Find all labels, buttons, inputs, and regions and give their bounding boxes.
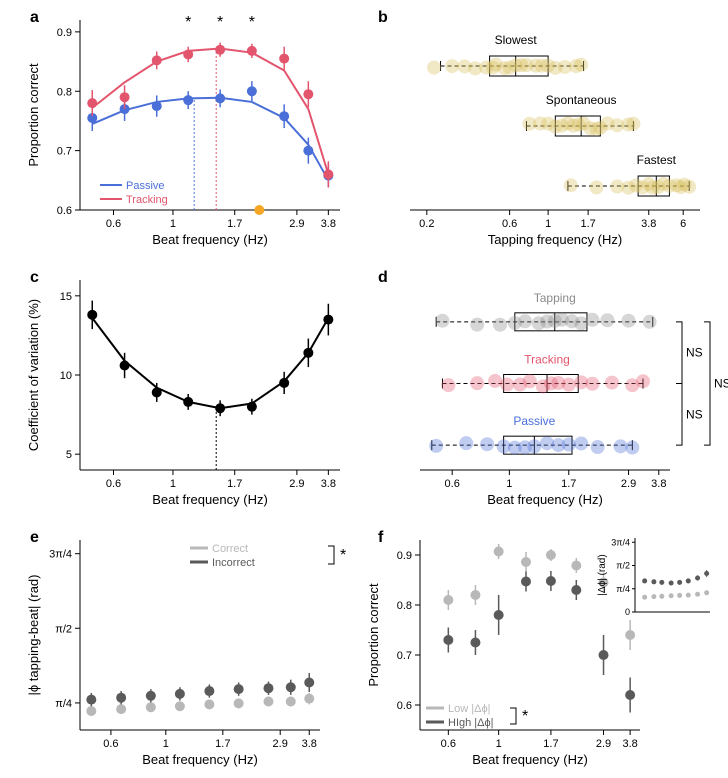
- svg-text:3.8: 3.8: [321, 218, 336, 230]
- panel-d: d 0.6 1 1.7 2.9 3.8 Beat frequency (Hz) Tapping…: [378, 269, 728, 507]
- svg-text:0.6: 0.6: [57, 205, 72, 217]
- svg-text:Passive: Passive: [126, 180, 165, 192]
- svg-text:2.9: 2.9: [596, 738, 611, 750]
- svg-text:Tracking: Tracking: [126, 194, 168, 206]
- svg-text:|Δϕ| (rad): |Δϕ| (rad): [597, 554, 608, 595]
- panel-b: b 0.2 0.6 1 1.7 3.8 6 Tapping frequency (Hz) Slo…: [378, 9, 700, 247]
- svg-text:0.6: 0.6: [502, 218, 517, 230]
- svg-text:Beat frequency (Hz): Beat frequency (Hz): [487, 492, 603, 507]
- svg-text:e: e: [30, 529, 39, 546]
- svg-text:1.7: 1.7: [580, 218, 595, 230]
- svg-text:0.2: 0.2: [419, 218, 434, 230]
- svg-text:1.7: 1.7: [215, 738, 230, 750]
- svg-text:0.6: 0.6: [397, 700, 412, 712]
- svg-text:Proportion correct: Proportion correct: [26, 63, 41, 167]
- svg-text:π/2: π/2: [616, 560, 630, 570]
- svg-text:c: c: [30, 269, 39, 286]
- svg-text:Tapping frequency (Hz): Tapping frequency (Hz): [488, 232, 622, 247]
- svg-text:*: *: [522, 708, 528, 725]
- svg-text:0.7: 0.7: [57, 146, 72, 158]
- svg-text:10: 10: [60, 370, 72, 382]
- svg-text:3.8: 3.8: [651, 478, 666, 490]
- svg-text:π/2: π/2: [55, 623, 72, 635]
- svg-text:1.7: 1.7: [543, 738, 558, 750]
- svg-text:3.8: 3.8: [321, 478, 336, 490]
- svg-text:Beat frequency (Hz): Beat frequency (Hz): [472, 752, 588, 767]
- svg-text:0.7: 0.7: [397, 650, 412, 662]
- svg-text:0.8: 0.8: [397, 600, 412, 612]
- svg-text:15: 15: [60, 291, 72, 303]
- svg-text:3.8: 3.8: [302, 738, 317, 750]
- svg-text:|ϕ tapping-beat| (rad): |ϕ tapping-beat| (rad): [26, 575, 41, 696]
- svg-text:1: 1: [506, 478, 512, 490]
- svg-text:Beat frequency (Hz): Beat frequency (Hz): [152, 232, 268, 247]
- svg-text:3.8: 3.8: [622, 738, 637, 750]
- svg-text:Spontaneous: Spontaneous: [546, 93, 617, 107]
- svg-text:*: *: [340, 547, 346, 564]
- svg-text:3π/4: 3π/4: [611, 537, 630, 547]
- figure-svg: a 0.6 1 1.7 2.9 3.8 0.6 0.7 0.8 0.9 Beat frequency…: [0, 0, 728, 778]
- svg-text:3.8: 3.8: [641, 218, 656, 230]
- svg-text:*: *: [185, 14, 191, 31]
- svg-text:1: 1: [170, 218, 176, 230]
- svg-text:*: *: [249, 14, 255, 31]
- panel-c: c 0.6 1 1.7 2.9 3.8 5 10 15 Beat frequency (Hz) Co…: [26, 269, 340, 507]
- svg-text:Low |Δϕ|: Low |Δϕ|: [448, 703, 490, 715]
- panel-e: e 0.6 1 1.7 2.9 3.8 π/4 π/2 3π/4 Beat frequency (…: [26, 529, 346, 767]
- svg-text:Tapping: Tapping: [534, 291, 576, 305]
- svg-text:HIgh |Δϕ|: HIgh |Δϕ|: [448, 717, 494, 729]
- svg-text:Beat frequency (Hz): Beat frequency (Hz): [142, 752, 258, 767]
- svg-text:1: 1: [496, 738, 502, 750]
- svg-text:*: *: [217, 14, 223, 31]
- svg-text:Passive: Passive: [513, 414, 555, 428]
- svg-text:1: 1: [163, 738, 169, 750]
- svg-text:1.7: 1.7: [561, 478, 576, 490]
- svg-text:1.7: 1.7: [227, 478, 242, 490]
- svg-text:d: d: [378, 269, 388, 286]
- svg-text:0: 0: [625, 607, 630, 617]
- svg-text:2.9: 2.9: [273, 738, 288, 750]
- svg-text:1: 1: [545, 218, 551, 230]
- svg-text:0.9: 0.9: [397, 550, 412, 562]
- svg-text:2.9: 2.9: [289, 478, 304, 490]
- svg-text:0.6: 0.6: [106, 478, 121, 490]
- svg-text:Fastest: Fastest: [637, 153, 677, 167]
- svg-text:0.8: 0.8: [57, 86, 72, 98]
- svg-text:NS: NS: [686, 346, 703, 360]
- svg-text:Proportion correct: Proportion correct: [366, 583, 381, 687]
- svg-text:2.9: 2.9: [289, 218, 304, 230]
- svg-text:0.6: 0.6: [441, 738, 456, 750]
- svg-text:0.6: 0.6: [445, 478, 460, 490]
- svg-text:a: a: [30, 9, 39, 26]
- svg-text:0.6: 0.6: [106, 218, 121, 230]
- svg-text:1: 1: [170, 478, 176, 490]
- svg-text:3π/4: 3π/4: [49, 549, 72, 561]
- svg-text:5: 5: [66, 449, 72, 461]
- svg-text:NS: NS: [686, 407, 703, 421]
- svg-text:π/4: π/4: [616, 584, 630, 594]
- svg-text:6: 6: [680, 218, 686, 230]
- panel-f: f 0.6 1 1.7 2.9 3.8 0.6 0.7 0.8 0.9 Beat frequency…: [366, 529, 710, 767]
- svg-text:b: b: [378, 9, 388, 26]
- svg-text:π/4: π/4: [55, 698, 72, 710]
- figure-root: a 0.6 1 1.7 2.9 3.8 0.6 0.7 0.8 0.9 Beat frequency…: [0, 0, 728, 778]
- svg-text:Coefficient of variation (%): Coefficient of variation (%): [26, 299, 41, 451]
- svg-text:Tracking: Tracking: [524, 353, 570, 367]
- svg-text:Beat frequency (Hz): Beat frequency (Hz): [152, 492, 268, 507]
- svg-text:Incorrect: Incorrect: [212, 557, 255, 569]
- svg-text:0.9: 0.9: [57, 27, 72, 39]
- svg-text:1.7: 1.7: [227, 218, 242, 230]
- svg-text:f: f: [378, 529, 384, 546]
- svg-text:0.6: 0.6: [103, 738, 118, 750]
- panel-a: a 0.6 1 1.7 2.9 3.8 0.6 0.7 0.8 0.9 Beat frequency…: [26, 9, 340, 247]
- svg-text:2.9: 2.9: [621, 478, 636, 490]
- svg-text:Slowest: Slowest: [495, 33, 538, 47]
- svg-text:NS: NS: [714, 377, 728, 391]
- svg-text:Correct: Correct: [212, 543, 248, 555]
